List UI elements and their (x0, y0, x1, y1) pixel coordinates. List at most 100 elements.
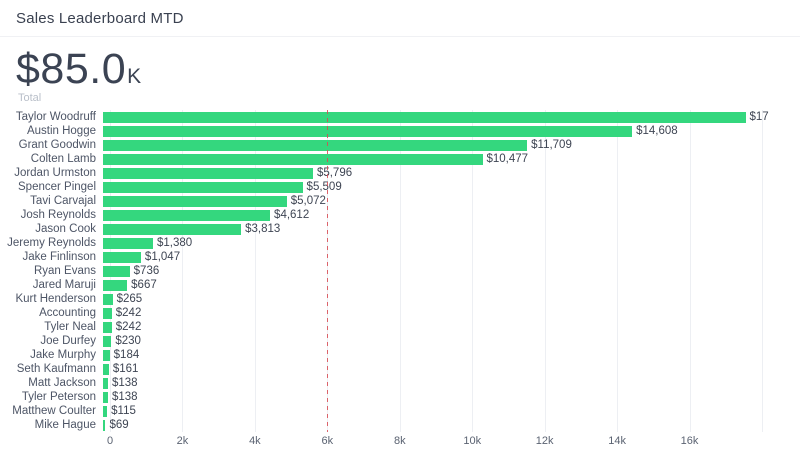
bar-value-label: $736 (133, 265, 160, 277)
bar-value-label: $161 (112, 363, 139, 375)
category-label: Austin Hogge (26, 125, 96, 137)
gridline (689, 110, 691, 432)
x-axis-tick-label: 12k (535, 435, 554, 447)
row-plot: $4,612 (103, 208, 755, 222)
bar-value-label: $138 (111, 391, 138, 403)
bar-value-label: $5,796 (316, 167, 353, 179)
gridline (399, 110, 401, 432)
row-plot: $184 (103, 348, 755, 362)
row-plot: $5,796 (103, 166, 755, 180)
row-plot: $1,047 (103, 250, 755, 264)
row-plot: $736 (103, 264, 755, 278)
category-label: Spencer Pingel (18, 181, 96, 193)
category-label: Jason Cook (35, 223, 96, 235)
bar-value-label: $17 (749, 111, 769, 123)
x-axis-tick-label: 8k (393, 435, 406, 447)
bar[interactable] (103, 279, 128, 291)
bar-value-label: $11,709 (531, 139, 572, 151)
widget-header: Sales Leaderboard MTD (0, 0, 800, 37)
chart-rows: Taylor Woodruff $17 Austin Hogge $14,608 Gra… (0, 110, 800, 432)
bar-value-label: $3,813 (245, 223, 281, 235)
kpi-suffix: K (127, 65, 142, 88)
x-axis-tick-label: 10k (463, 435, 482, 447)
bar[interactable] (103, 321, 112, 333)
category-label: Jake Murphy (30, 349, 96, 361)
bar-value-label: $4,612 (274, 209, 310, 221)
category-label: Jeremy Reynolds (7, 237, 96, 249)
row-plot: $115 (103, 404, 755, 418)
chart-row: Josh Reynolds $4,612 (0, 208, 800, 222)
x-axis-tick-label: 14k (608, 435, 626, 447)
category-label: Seth Kaufmann (16, 363, 96, 375)
gridline (182, 110, 184, 432)
gridline (617, 110, 619, 432)
category-label: Taylor Woodruff (15, 111, 96, 123)
row-plot: $138 (103, 376, 755, 390)
chart-row: Austin Hogge $14,608 (0, 124, 800, 138)
bar[interactable] (103, 111, 746, 123)
category-label: Josh Reynolds (20, 209, 96, 221)
bar[interactable] (103, 223, 242, 235)
bar-value-label: $5,072 (290, 195, 326, 207)
bar[interactable] (103, 377, 108, 389)
gridline (544, 110, 546, 432)
chart-row: Ryan Evans $736 (0, 264, 800, 278)
bar[interactable] (103, 307, 112, 319)
bar[interactable] (103, 391, 108, 403)
category-label: Matthew Coulter (12, 405, 96, 417)
kpi-total: $85.0 K Total (0, 37, 800, 104)
category-label: Tyler Neal (44, 321, 96, 333)
row-plot: $5,509 (103, 180, 755, 194)
row-plot: $69 (103, 418, 755, 432)
x-axis-tick-label: 4k (249, 435, 261, 447)
row-plot: $265 (103, 292, 755, 306)
bar-chart: Taylor Woodruff $17 Austin Hogge $14,608 Gra… (0, 110, 800, 451)
chart-row: Joe Durfey $230 (0, 334, 800, 348)
bar[interactable] (103, 153, 483, 165)
x-axis-tick-label: 0 (106, 435, 114, 447)
bar-value-label: $10,477 (486, 153, 529, 165)
bar-value-label: $138 (111, 377, 138, 389)
category-label: Grant Goodwin (18, 139, 96, 151)
bar[interactable] (103, 251, 141, 263)
x-axis-tick-label: 6k (321, 435, 334, 447)
reference-line (327, 110, 329, 432)
page-title: Sales Leaderboard MTD (16, 10, 184, 27)
chart-row: Mike Hague $69 (0, 418, 800, 432)
row-plot: $242 (103, 306, 755, 320)
chart-row: Taylor Woodruff $17 (0, 110, 800, 124)
bar[interactable] (103, 405, 108, 417)
bar[interactable] (103, 265, 130, 277)
bar[interactable] (103, 237, 153, 249)
category-label: Jake Finlinson (22, 251, 96, 263)
chart-row: Jason Cook $3,813 (0, 222, 800, 236)
bar[interactable] (103, 349, 110, 361)
bar-value-label: $14,608 (636, 125, 678, 137)
bar[interactable] (103, 363, 109, 375)
bar-value-label: $265 (116, 293, 143, 305)
bar-value-label: $5,509 (306, 181, 342, 193)
bar-value-label: $1,380 (156, 237, 193, 249)
bar[interactable] (103, 209, 271, 221)
x-axis-tick-label: 16k (680, 435, 699, 447)
category-label: Mike Hague (34, 419, 96, 431)
row-plot: $230 (103, 334, 755, 348)
gridline (762, 110, 763, 432)
chart-row: Tyler Peterson $138 (0, 390, 800, 404)
bar[interactable] (103, 181, 303, 193)
bar-value-label: $242 (115, 307, 142, 319)
bar[interactable] (103, 195, 287, 207)
bar[interactable] (103, 335, 112, 347)
category-label: Jared Maruji (32, 279, 96, 291)
bar[interactable] (103, 293, 113, 305)
row-plot: $14,608 (103, 124, 755, 138)
category-label: Colten Lamb (30, 153, 96, 165)
bar[interactable] (103, 125, 633, 137)
chart-row: Matt Jackson $138 (0, 376, 800, 390)
bar-value-label: $230 (115, 335, 141, 347)
bar[interactable] (103, 139, 528, 151)
bar[interactable] (103, 419, 106, 431)
bar[interactable] (103, 167, 313, 179)
chart-row: Kurt Henderson $265 (0, 292, 800, 306)
category-label: Matt Jackson (28, 377, 96, 389)
